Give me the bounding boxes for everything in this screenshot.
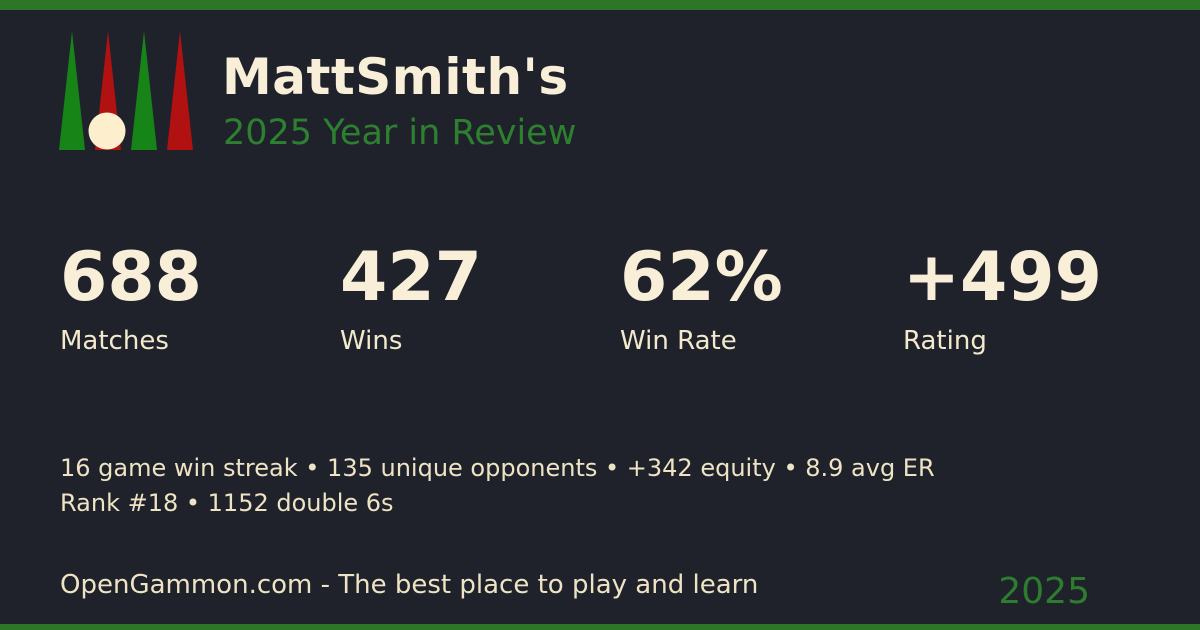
stat-wins: 427 Wins xyxy=(340,238,482,356)
page-title: MattSmith's xyxy=(222,48,569,106)
facts-line-2: Rank #18 • 1152 double 6s xyxy=(60,489,394,517)
stat-matches-value: 688 xyxy=(60,238,202,317)
logo-point-green-2 xyxy=(131,31,157,150)
stat-matches: 688 Matches xyxy=(60,238,202,356)
backgammon-points-icon xyxy=(59,31,193,150)
checker-icon xyxy=(88,112,126,150)
top-accent-bar xyxy=(0,0,1200,10)
stat-wins-label: Wins xyxy=(340,326,403,356)
stat-win-rate-value: 62% xyxy=(620,238,783,317)
page-subtitle: 2025 Year in Review xyxy=(223,113,577,153)
site-tagline: OpenGammon.com - The best place to play … xyxy=(60,570,759,600)
stat-rating: +499 Rating xyxy=(903,238,1102,356)
footer-year: 2025 xyxy=(998,571,1090,612)
stat-matches-label: Matches xyxy=(60,326,169,356)
facts-line-1: 16 game win streak • 135 unique opponent… xyxy=(60,454,935,482)
bottom-accent-bar xyxy=(0,624,1200,630)
logo-point-green-1 xyxy=(59,31,85,150)
stat-rating-value: +499 xyxy=(903,238,1102,317)
stat-rating-label: Rating xyxy=(903,326,987,356)
logo-point-red-2 xyxy=(167,31,193,150)
stat-wins-value: 427 xyxy=(340,238,482,317)
stat-win-rate-label: Win Rate xyxy=(620,326,737,356)
stats-row: 688 Matches 427 Wins 62% Win Rate +499 R… xyxy=(0,238,1200,356)
highlight-facts: 16 game win streak • 135 unique opponent… xyxy=(60,451,935,521)
stat-win-rate: 62% Win Rate xyxy=(620,238,783,356)
